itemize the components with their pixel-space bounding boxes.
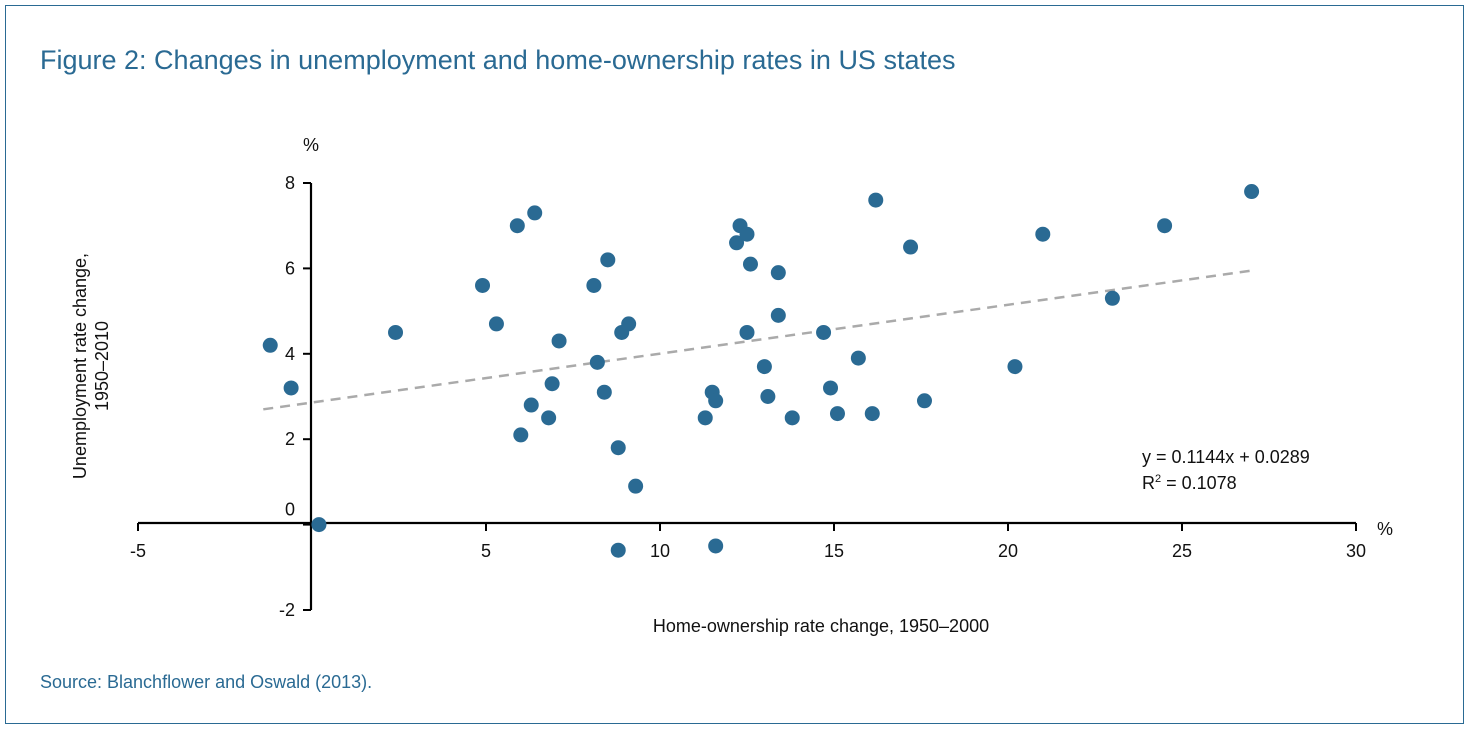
data-point bbox=[739, 324, 755, 340]
data-point bbox=[729, 235, 745, 251]
data-point bbox=[903, 239, 919, 255]
figure-title: Figure 2: Changes in unemployment and ho… bbox=[40, 45, 956, 75]
data-point bbox=[610, 440, 626, 456]
data-point bbox=[868, 192, 884, 208]
x-axis-title: Home-ownership rate change, 1950–2000 bbox=[653, 616, 989, 636]
trend-equation: y = 0.1144x + 0.0289 bbox=[1142, 447, 1310, 467]
data-point bbox=[600, 252, 616, 268]
data-point bbox=[586, 277, 602, 293]
y-tick-label: 2 bbox=[285, 429, 295, 449]
x-tick-label: -5 bbox=[130, 541, 146, 561]
r-squared-label: R2 = 0.1078 bbox=[1142, 473, 1237, 493]
data-point bbox=[864, 406, 880, 422]
data-point bbox=[829, 406, 845, 422]
data-point bbox=[708, 393, 724, 409]
data-point bbox=[742, 256, 758, 272]
x-unit-label: % bbox=[1377, 519, 1393, 539]
y-axis-title-line: Unemployment rate change, bbox=[70, 253, 90, 479]
r-squared-value: = 0.1078 bbox=[1161, 473, 1237, 493]
data-point bbox=[541, 410, 557, 426]
y-tick-label: 6 bbox=[285, 258, 295, 278]
x-tick-label: 5 bbox=[481, 541, 491, 561]
figure-frame bbox=[5, 5, 1464, 724]
trendline-group bbox=[263, 269, 1252, 411]
data-point bbox=[770, 307, 786, 323]
x-tick-label: 10 bbox=[650, 541, 670, 561]
data-point bbox=[708, 538, 724, 554]
data-point bbox=[509, 218, 525, 234]
data-point bbox=[916, 393, 932, 409]
r-squared-superscript: 2 bbox=[1155, 473, 1161, 485]
data-point bbox=[551, 333, 567, 349]
y-tick-label: 8 bbox=[285, 173, 295, 193]
data-point bbox=[262, 337, 278, 353]
y-tick-label: 0 bbox=[285, 500, 295, 520]
labels-group: %% Home-ownership rate change, 1950–2000 U… bbox=[70, 135, 1393, 636]
data-point bbox=[523, 397, 539, 413]
data-point bbox=[610, 542, 626, 558]
data-point bbox=[596, 384, 612, 400]
data-point bbox=[770, 265, 786, 281]
data-point bbox=[475, 277, 491, 293]
data-point bbox=[816, 324, 832, 340]
data-point bbox=[589, 354, 605, 370]
y-tick-label: 4 bbox=[285, 344, 295, 364]
y-tick-label: -2 bbox=[279, 600, 295, 620]
data-point bbox=[544, 376, 560, 392]
data-point bbox=[311, 517, 327, 533]
x-tick-label: 30 bbox=[1346, 541, 1366, 561]
x-tick-label: 25 bbox=[1172, 541, 1192, 561]
data-point bbox=[1157, 218, 1173, 234]
data-point bbox=[283, 380, 299, 396]
data-point bbox=[1244, 184, 1260, 200]
data-point bbox=[756, 359, 772, 375]
data-point bbox=[1007, 359, 1023, 375]
data-point bbox=[388, 324, 404, 340]
data-point bbox=[823, 380, 839, 396]
y-unit-label: % bbox=[303, 135, 319, 155]
source-note: Source: Blanchflower and Oswald (2013). bbox=[40, 672, 373, 692]
y-axis-title: Unemployment rate change, 1950–2010 bbox=[70, 253, 112, 479]
data-point bbox=[527, 205, 543, 221]
r-squared-prefix: R bbox=[1142, 473, 1155, 493]
data-point bbox=[784, 410, 800, 426]
data-point bbox=[513, 427, 529, 443]
data-point bbox=[628, 478, 644, 494]
data-point bbox=[850, 350, 866, 366]
data-point bbox=[739, 226, 755, 242]
data-point bbox=[488, 316, 504, 332]
data-point bbox=[1104, 290, 1120, 306]
x-tick-label: 15 bbox=[824, 541, 844, 561]
x-tick-label: 20 bbox=[998, 541, 1018, 561]
data-point bbox=[760, 389, 776, 404]
axes: -5 5 10 15 20 25 30 -2 0 2 4 6 8 bbox=[130, 173, 1366, 620]
y-axis-title-line: 1950–2010 bbox=[92, 321, 112, 411]
points-group bbox=[262, 184, 1260, 558]
data-point bbox=[697, 410, 713, 426]
trendline bbox=[263, 269, 1252, 411]
data-point bbox=[1035, 226, 1051, 242]
data-point bbox=[621, 316, 637, 332]
